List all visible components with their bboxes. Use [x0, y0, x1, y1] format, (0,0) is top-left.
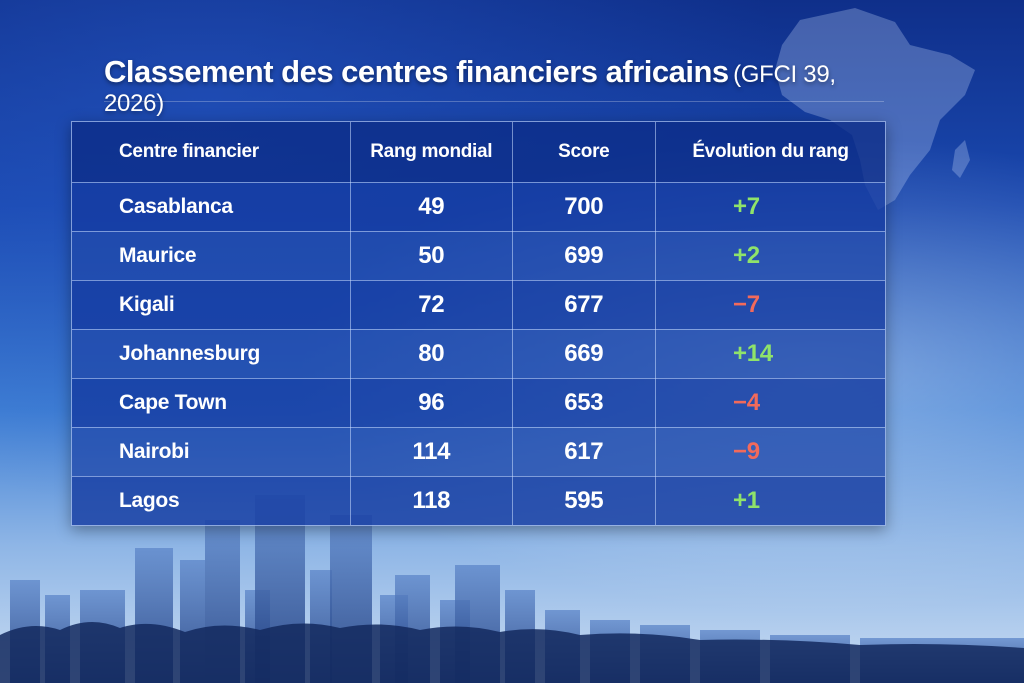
cell-score: 617: [512, 427, 657, 477]
cell-evolution: +14: [655, 329, 885, 379]
ranking-table-container: Centre financier Rang mondial Score Évol…: [71, 121, 886, 526]
table-row: Maurice 50 699 +2: [72, 231, 885, 281]
cell-rang: 72: [350, 280, 513, 330]
cell-evolution: +2: [655, 231, 885, 281]
header-evolution: Évolution du rang: [655, 122, 885, 183]
cell-score: 595: [512, 476, 657, 525]
cell-score: 700: [512, 182, 657, 232]
cell-score: 677: [512, 280, 657, 330]
page-title: Classement des centres financiers africa…: [104, 54, 729, 89]
cell-evolution: −9: [655, 427, 885, 477]
cell-centre: Nairobi: [72, 427, 352, 477]
cell-evolution: −4: [655, 378, 885, 428]
cell-evolution: +7: [655, 182, 885, 232]
cell-rang: 118: [350, 476, 513, 525]
cell-centre: Johannesburg: [72, 329, 352, 379]
cell-rang: 114: [350, 427, 513, 477]
cell-score: 669: [512, 329, 657, 379]
cell-rang: 50: [350, 231, 513, 281]
cell-rang: 96: [350, 378, 513, 428]
table-row: Lagos 118 595 +1: [72, 476, 885, 525]
cell-rang: 49: [350, 182, 513, 232]
cell-centre: Cape Town: [72, 378, 352, 428]
city-skyline: [0, 495, 1024, 683]
table-header-row: Centre financier Rang mondial Score Évol…: [72, 122, 885, 183]
header-score: Score: [512, 122, 657, 183]
table-row: Cape Town 96 653 −4: [72, 378, 885, 428]
header-rang: Rang mondial: [350, 122, 513, 183]
cell-evolution: +1: [733, 486, 760, 514]
cell-centre: Casablanca: [72, 182, 352, 232]
title-bar: Classement des centres financiers africa…: [104, 54, 884, 117]
table-row: Nairobi 114 617 −9: [72, 427, 885, 477]
cell-score: 653: [512, 378, 657, 428]
table-row: Casablanca 49 700 +7: [72, 182, 885, 232]
africa-map-icon: [775, 8, 975, 210]
header-centre: Centre financier: [72, 122, 352, 183]
table-row: Johannesburg 80 669 +14: [72, 329, 885, 379]
cell-centre: Kigali: [72, 280, 352, 330]
cell-evolution: −7: [655, 280, 885, 330]
cell-score: 699: [512, 231, 657, 281]
ranking-table: Centre financier Rang mondial Score Évol…: [72, 122, 885, 525]
table-row: Kigali 72 677 −7: [72, 280, 885, 330]
page-subtitle: (GFCI 39, 2026): [104, 61, 836, 117]
cell-centre: Lagos: [72, 476, 352, 525]
cell-centre: Maurice: [72, 231, 352, 281]
cell-rang: 80: [350, 329, 513, 379]
